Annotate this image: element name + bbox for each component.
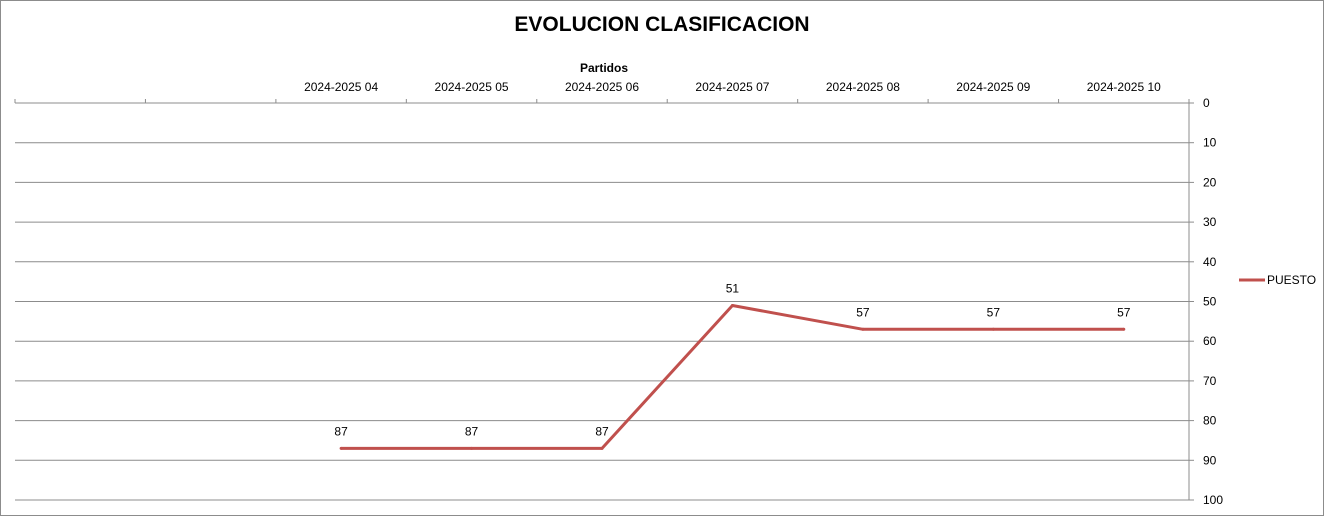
data-label: 87 <box>465 424 479 438</box>
y-tick-label: 20 <box>1203 175 1217 189</box>
chart-title: EVOLUCION CLASIFICACION <box>514 13 810 36</box>
x-tick-label: 2024-2025 08 <box>826 80 900 94</box>
data-point <box>339 446 343 450</box>
series-line-puesto <box>341 303 1124 450</box>
y-tick-label: 50 <box>1203 295 1217 309</box>
data-label: 87 <box>595 424 609 438</box>
y-tick-label: 60 <box>1203 334 1217 348</box>
x-tick-label: 2024-2025 06 <box>565 80 639 94</box>
y-tick-label: 30 <box>1203 215 1217 229</box>
legend-label: PUESTO <box>1267 273 1316 287</box>
y-tick-label: 0 <box>1203 96 1210 110</box>
data-point <box>470 446 474 450</box>
data-point <box>991 327 995 331</box>
data-label: 57 <box>987 305 1001 319</box>
x-tick-label: 2024-2025 10 <box>1087 80 1161 94</box>
data-point <box>730 303 734 307</box>
y-tick-label: 80 <box>1203 414 1217 428</box>
x-tick-label: 2024-2025 07 <box>695 80 769 94</box>
y-tick-label: 70 <box>1203 374 1217 388</box>
x-axis-title: Partidos <box>579 61 628 75</box>
y-tick-label: 40 <box>1203 255 1217 269</box>
data-label: 57 <box>856 305 870 319</box>
x-tick-label: 2024-2025 05 <box>435 80 509 94</box>
y-tick-label: 10 <box>1203 136 1217 150</box>
data-label: 51 <box>726 281 740 295</box>
data-point <box>1122 327 1126 331</box>
data-point <box>600 446 604 450</box>
data-label: 87 <box>334 424 348 438</box>
x-tick-label: 2024-2025 04 <box>304 80 378 94</box>
x-tick-label: 2024-2025 09 <box>956 80 1030 94</box>
y-tick-label: 90 <box>1203 453 1217 467</box>
y-tick-label: 100 <box>1203 493 1223 507</box>
data-label: 57 <box>1117 305 1131 319</box>
data-point <box>861 327 865 331</box>
